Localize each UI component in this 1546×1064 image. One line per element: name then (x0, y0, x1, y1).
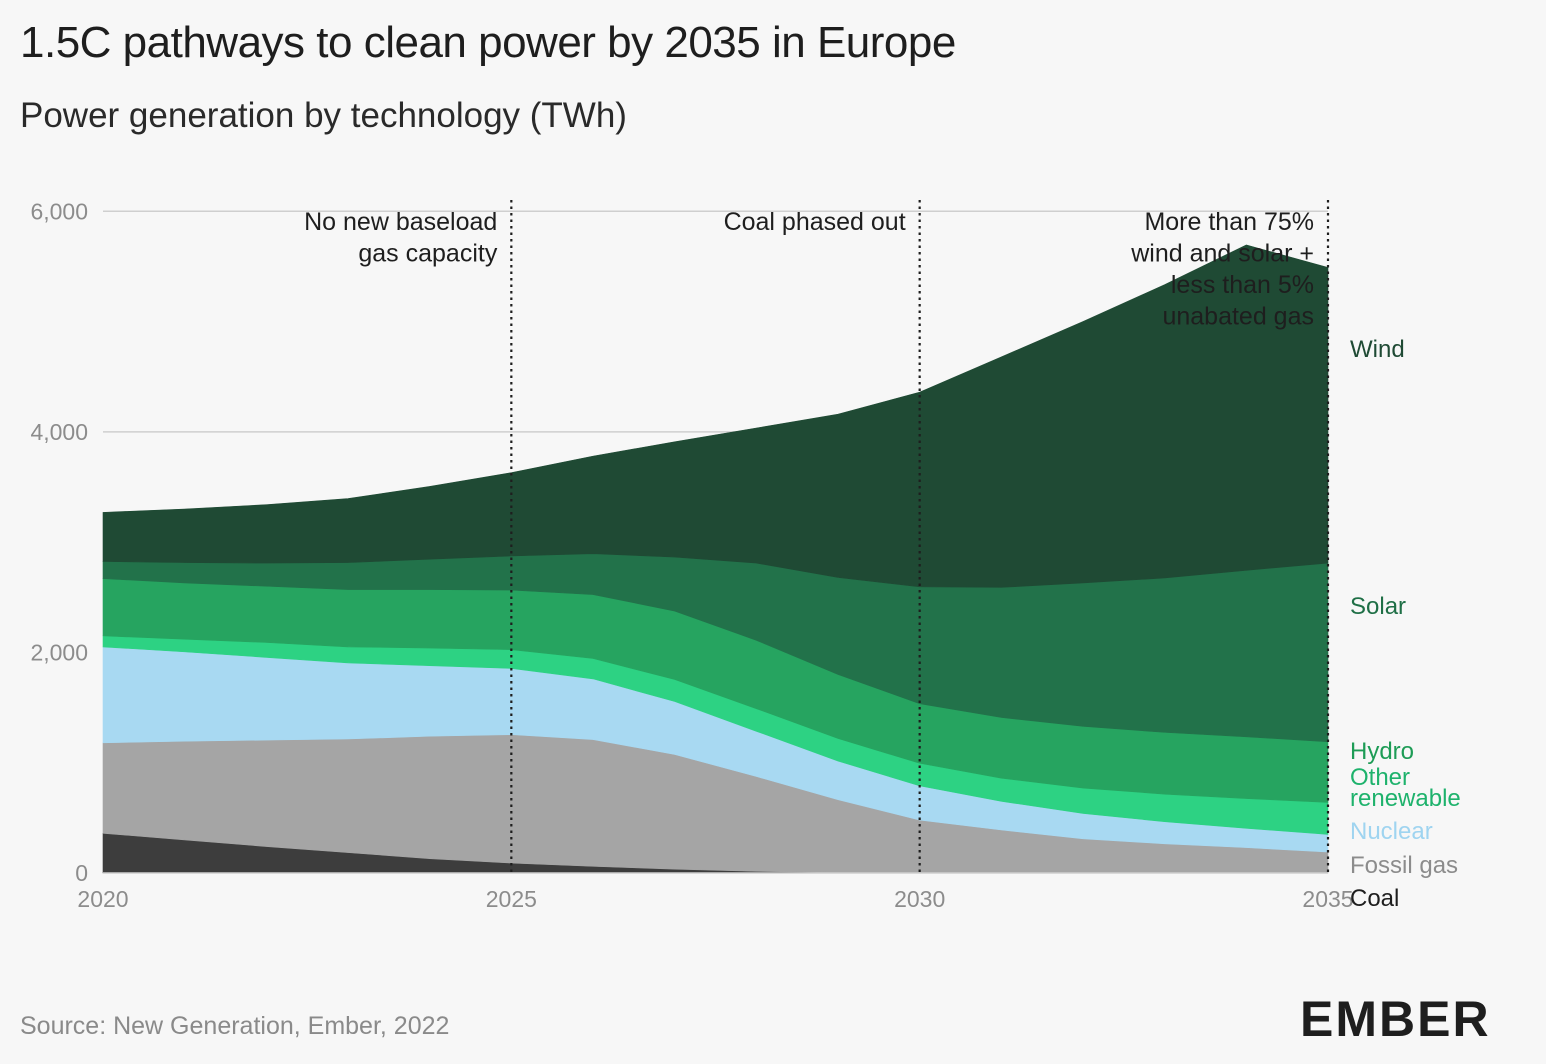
chart-title: 1.5C pathways to clean power by 2035 in … (20, 18, 956, 67)
y-tick-label: 2,000 (30, 639, 88, 665)
source-note: Source: New Generation, Ember, 2022 (20, 1012, 450, 1040)
ember-logo: EMBER (1300, 991, 1491, 1047)
annotation-text: More than 75% (1144, 208, 1314, 236)
annotations: No new baseload gas capacity Coal phased o… (304, 208, 1314, 331)
y-tick-label: 4,000 (30, 419, 88, 445)
annotation-text: No new baseload (304, 208, 497, 236)
annotation-text: less than 5% (1171, 271, 1314, 299)
y-axis-ticks: 0 2,000 4,000 6,000 (30, 198, 88, 886)
y-tick-label: 6,000 (30, 198, 88, 224)
annotation-lines (510, 200, 1330, 873)
series-label-fossil-gas: Fossil gas (1350, 852, 1458, 879)
x-tick-label: 2030 (894, 886, 945, 912)
chart-subtitle: Power generation by technology (TWh) (20, 96, 627, 135)
series-label-solar: Solar (1350, 593, 1406, 620)
x-tick-label: 2035 (1302, 886, 1353, 912)
series-label-other-renewable: Other (1350, 764, 1410, 791)
series-label-hydro: Hydro (1350, 738, 1414, 765)
x-tick-label: 2025 (486, 886, 537, 912)
x-axis-ticks: 2020 2025 2030 2035 (77, 886, 1353, 912)
series-label-other-renewable: renewable (1350, 785, 1461, 812)
annotation-text: unabated gas (1162, 303, 1314, 331)
annotation-text: wind and solar + (1130, 240, 1314, 268)
series-label-wind: Wind (1350, 336, 1405, 363)
annotation-text: gas capacity (358, 240, 497, 268)
series-areas (102, 244, 1329, 874)
series-label-nuclear: Nuclear (1350, 818, 1433, 845)
y-tick-label: 0 (75, 860, 88, 886)
series-label-coal: Coal (1350, 885, 1399, 912)
annotation-text: Coal phased out (724, 208, 906, 236)
x-tick-label: 2020 (77, 886, 128, 912)
area-wind (102, 244, 1329, 588)
